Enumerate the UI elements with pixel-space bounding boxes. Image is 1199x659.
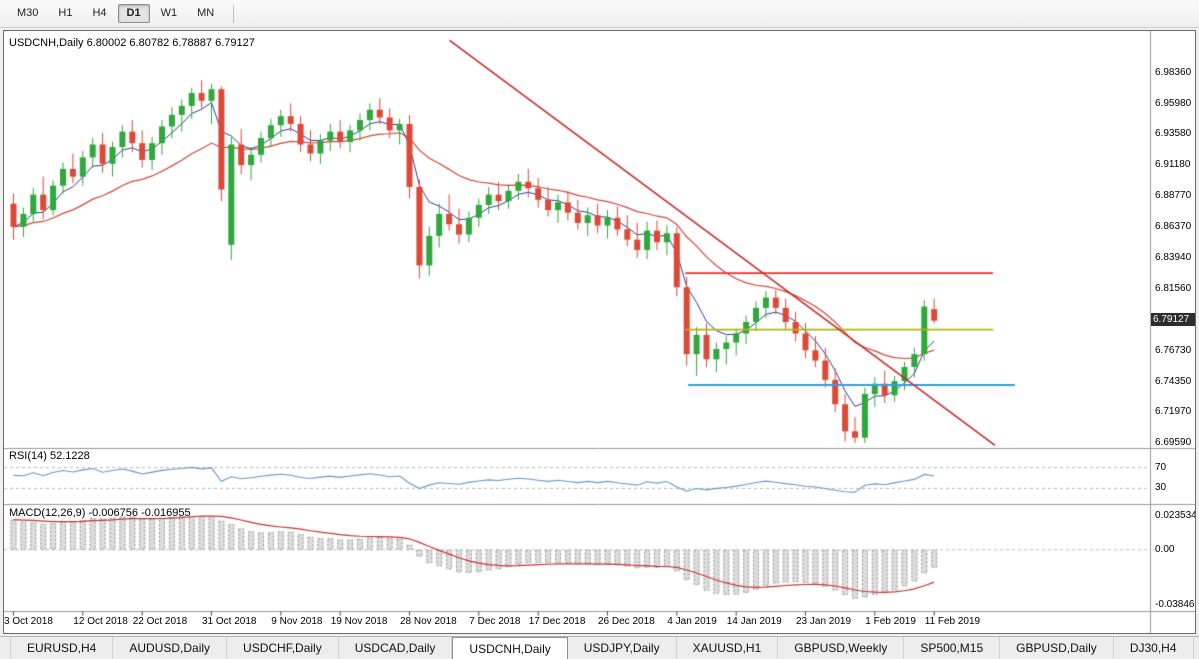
tab-usdcnh-daily[interactable]: USDCNH,Daily xyxy=(452,637,568,659)
price-axis-label: 6.98360 xyxy=(1155,67,1192,78)
price-axis-label: 6.76730 xyxy=(1155,345,1192,357)
date-axis-label: 28 Nov 2018 xyxy=(400,616,457,627)
price-axis-label: 6.81560 xyxy=(1155,283,1192,295)
macd-axis-label: 0.00 xyxy=(1155,543,1175,555)
date-axis-label: 17 Dec 2018 xyxy=(528,616,586,627)
price-axis-label: 6.69590 xyxy=(1155,437,1192,448)
date-axis-label: 9 Nov 2018 xyxy=(271,616,323,627)
tab-usdjpy-daily[interactable]: USDJPY,Daily xyxy=(568,637,677,659)
timeframe-button-mn[interactable]: MN xyxy=(197,7,215,19)
macd-axis-label: -0.038466 xyxy=(1155,599,1196,610)
tab-gbpusd-weekly[interactable]: GBPUSD,Weekly xyxy=(778,637,905,659)
tab-audusd-daily[interactable]: AUDUSD,Daily xyxy=(113,637,228,659)
price-axis-label: 6.71970 xyxy=(1155,406,1192,418)
current-price-badge: 6.79127 xyxy=(1151,313,1195,327)
tab-xauusd-h1[interactable]: XAUUSD,H1 xyxy=(677,637,779,659)
date-axis-label: 4 Jan 2019 xyxy=(667,616,717,627)
date-axis-label: 3 Oct 2018 xyxy=(4,616,53,627)
tab-tech100-h1[interactable]: TECH100,H1 xyxy=(1194,637,1199,659)
price-axis-label: 6.91180 xyxy=(1155,159,1191,171)
date-axis-label: 11 Feb 2019 xyxy=(924,616,981,627)
tab-eurusd-h4[interactable]: EURUSD,H4 xyxy=(10,637,114,659)
timeframe-toolbar: M30 H1 H4 D1 W1 MN xyxy=(0,0,1199,28)
toolbar-separator xyxy=(233,4,235,23)
date-axis-label: 12 Oct 2018 xyxy=(73,616,128,627)
date-axis-label: 1 Feb 2019 xyxy=(865,616,916,627)
symbol-tabbar: EURUSD,H4 AUDUSD,Daily USDCHF,Daily USDCAD,… xyxy=(0,636,1199,659)
timeframe-button-h4[interactable]: H4 xyxy=(92,7,107,19)
tab-usdcad-daily[interactable]: USDCAD,Daily xyxy=(339,637,453,659)
date-axis-label: 7 Dec 2018 xyxy=(469,616,521,627)
timeframe-button-m30[interactable]: M30 xyxy=(17,7,39,19)
date-axis-label: 31 Oct 2018 xyxy=(202,616,257,627)
rsi-axis-label: 30 xyxy=(1155,482,1167,494)
price-axis-label: 6.74350 xyxy=(1155,375,1192,387)
date-axis-label: 23 Jan 2019 xyxy=(796,616,852,627)
date-axis-label: 22 Oct 2018 xyxy=(132,616,188,627)
tab-sp500-m15[interactable]: SP500,M15 xyxy=(904,637,1001,659)
chart-window: USDCNH,Daily 6.80002 6.80782 6.78887 6.7… xyxy=(3,30,1196,634)
rsi-indicator-label: RSI(14) 52.1228 xyxy=(9,450,90,462)
tab-gbpusd-daily[interactable]: GBPUSD,Daily xyxy=(1000,637,1114,659)
price-axis-label: 6.83940 xyxy=(1155,252,1192,264)
price-axis-label: 6.88770 xyxy=(1155,190,1192,202)
date-axis-label: 19 Nov 2018 xyxy=(330,616,388,627)
timeframe-button-w1[interactable]: W1 xyxy=(160,7,178,19)
macd-indicator-label: MACD(12,26,9) -0.006756 -0.016955 xyxy=(9,507,191,519)
price-chart-canvas[interactable] xyxy=(4,31,1195,633)
tab-dj30-h4[interactable]: DJ30,H4 xyxy=(1114,637,1194,659)
chart-title: USDCNH,Daily 6.80002 6.80782 6.78887 6.7… xyxy=(9,37,255,49)
date-axis-label: 14 Jan 2019 xyxy=(726,616,782,627)
price-axis-label: 6.93580 xyxy=(1155,128,1192,140)
rsi-axis-label: 70 xyxy=(1155,461,1167,473)
date-axis-label: 26 Dec 2018 xyxy=(598,616,655,627)
timeframe-button-d1[interactable]: D1 xyxy=(117,4,150,23)
timeframe-button-h1[interactable]: H1 xyxy=(58,7,73,19)
tab-usdchf-daily[interactable]: USDCHF,Daily xyxy=(227,637,339,659)
price-axis-label: 6.86370 xyxy=(1155,221,1192,233)
price-axis-label: 6.95980 xyxy=(1155,97,1192,109)
macd-axis-label: 0.023534 xyxy=(1155,510,1196,521)
